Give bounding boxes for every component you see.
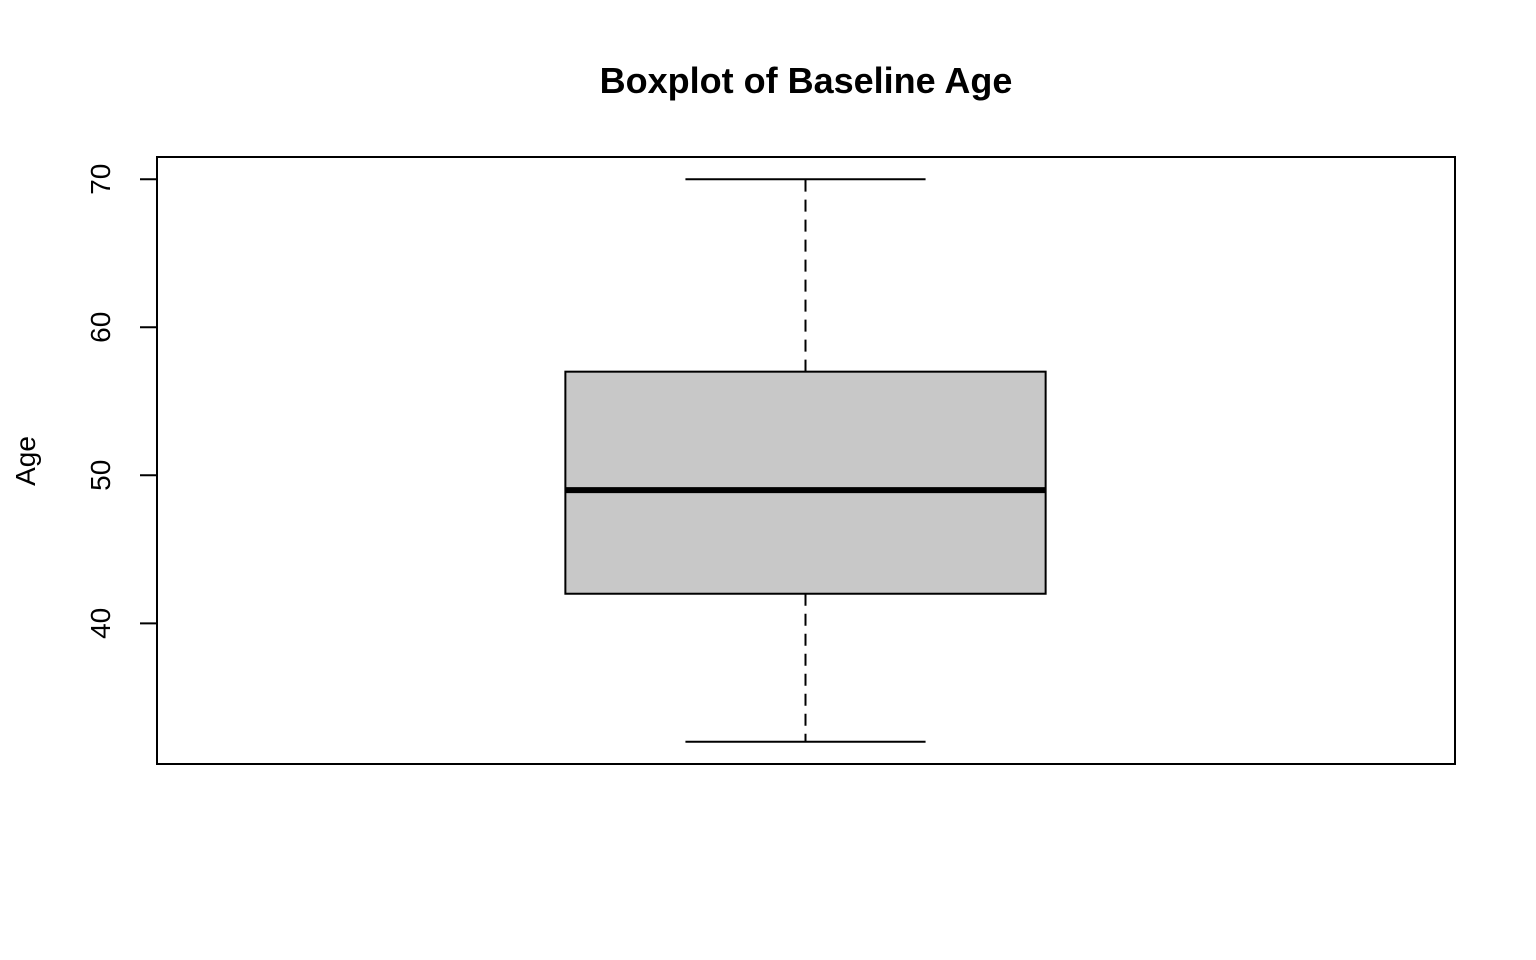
y-tick-label: 70: [85, 164, 116, 195]
chart-title: Boxplot of Baseline Age: [600, 60, 1013, 101]
y-axis-label: Age: [10, 436, 41, 486]
y-tick-label: 60: [85, 312, 116, 343]
box-group: [564, 178, 1047, 743]
y-tick-label: 40: [85, 608, 116, 639]
y-axis: 40 50 60 70: [85, 164, 158, 639]
iqr-box: [564, 370, 1047, 595]
box: [564, 178, 1047, 743]
y-tick-label: 50: [85, 460, 116, 491]
